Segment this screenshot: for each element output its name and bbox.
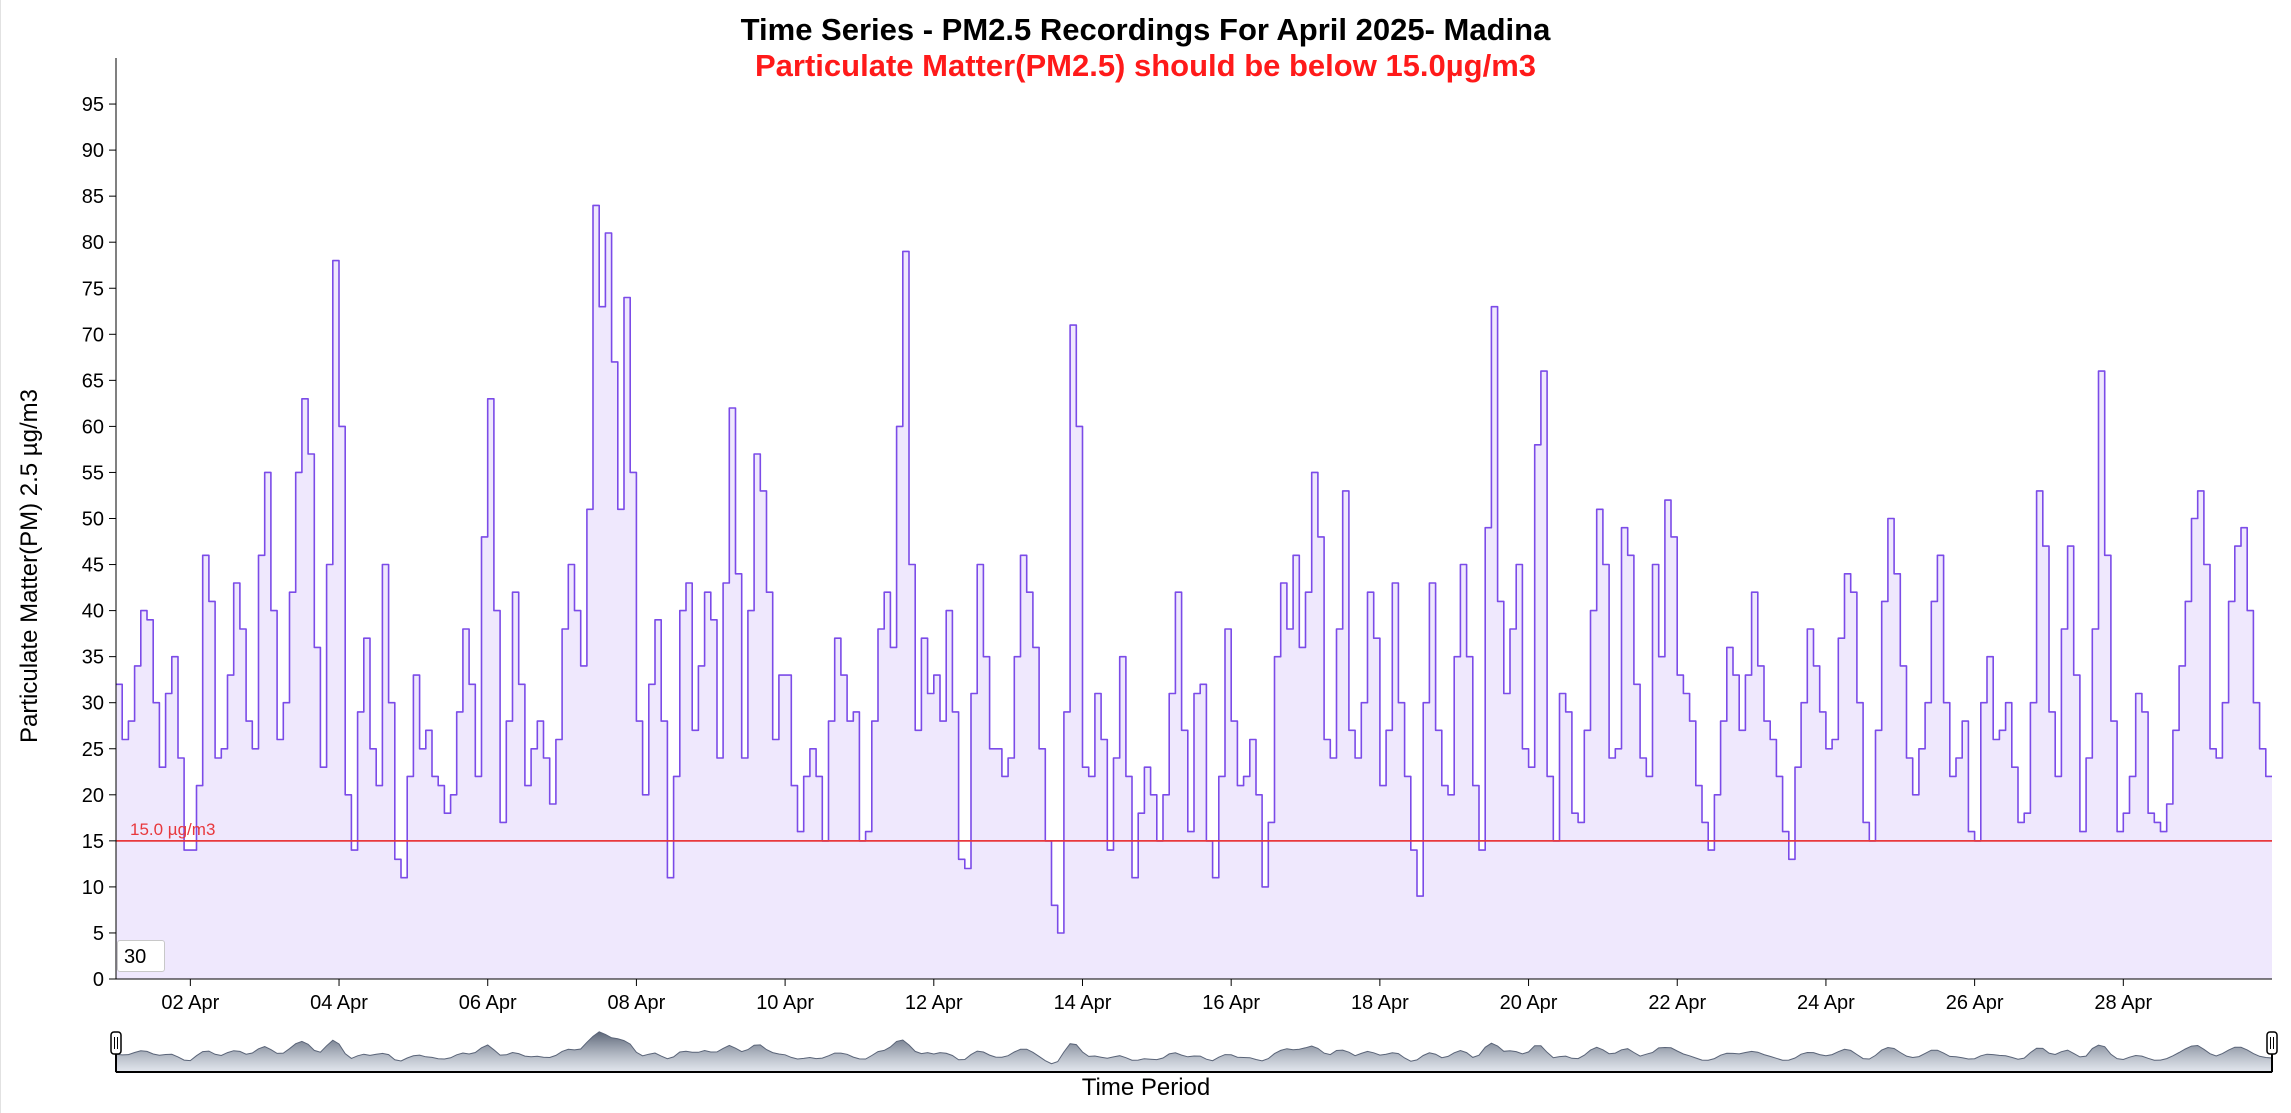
y-tick-label: 85 [82, 186, 104, 208]
y-tick-label: 75 [82, 278, 104, 300]
y-tick-label: 95 [82, 94, 104, 116]
navigator-area [115, 1031, 2273, 1073]
y-tick-label: 50 [82, 509, 104, 531]
y-tick-label: 25 [82, 739, 104, 761]
y-tick-label: 70 [82, 324, 104, 346]
y-tick-label: 90 [82, 140, 104, 162]
x-tick-label: 06 Apr [459, 992, 517, 1014]
y-tick-label: 0 [93, 969, 104, 991]
y-tick-label: 10 [82, 877, 104, 899]
x-tick-label: 14 Apr [1054, 992, 1112, 1014]
series-area-fill [116, 205, 2272, 979]
y-tick-label: 35 [82, 647, 104, 669]
x-tick-label: 26 Apr [1946, 992, 2004, 1014]
y-tick-label: 5 [93, 923, 104, 945]
y-tick-label: 15 [82, 831, 104, 853]
x-tick-label: 22 Apr [1648, 992, 1706, 1014]
threshold-label: 15.0 µg/m3 [130, 820, 215, 839]
x-axis-label: Time Period [1081, 1074, 1211, 1101]
y-tick-label: 65 [82, 370, 104, 392]
y-tick-label: 40 [82, 601, 104, 623]
page-left-border [0, 0, 1, 1113]
x-tick-label: 08 Apr [607, 992, 665, 1014]
x-tick-label: 04 Apr [310, 992, 368, 1014]
series-line [116, 204, 2272, 934]
handle-grip [110, 1031, 122, 1055]
x-tick-label: 28 Apr [2094, 992, 2152, 1014]
x-tick-label: 10 Apr [756, 992, 814, 1014]
navigator-handle-left[interactable] [110, 1031, 122, 1055]
y-tick-label: 55 [82, 462, 104, 484]
y-tick-label: 20 [82, 785, 104, 807]
range-window-input[interactable]: 30 [117, 940, 165, 972]
navigator-handle-right[interactable] [2266, 1031, 2278, 1055]
y-tick-label: 30 [82, 693, 104, 715]
y-tick-label: 45 [82, 555, 104, 577]
y-tick-label: 60 [82, 416, 104, 438]
x-tick-label: 24 Apr [1797, 992, 1855, 1014]
handle-grip [2266, 1031, 2278, 1055]
chart-subtitle: Particulate Matter(PM2.5) should be belo… [755, 48, 1536, 83]
y-tick-label: 80 [82, 232, 104, 254]
x-tick-label: 16 Apr [1202, 992, 1260, 1014]
chart-title: Time Series - PM2.5 Recordings For April… [740, 12, 1551, 47]
x-tick-label: 20 Apr [1500, 992, 1558, 1014]
x-tick-label: 12 Apr [905, 992, 963, 1014]
x-tick-label: 02 Apr [161, 992, 219, 1014]
x-tick-label: 18 Apr [1351, 992, 1409, 1014]
